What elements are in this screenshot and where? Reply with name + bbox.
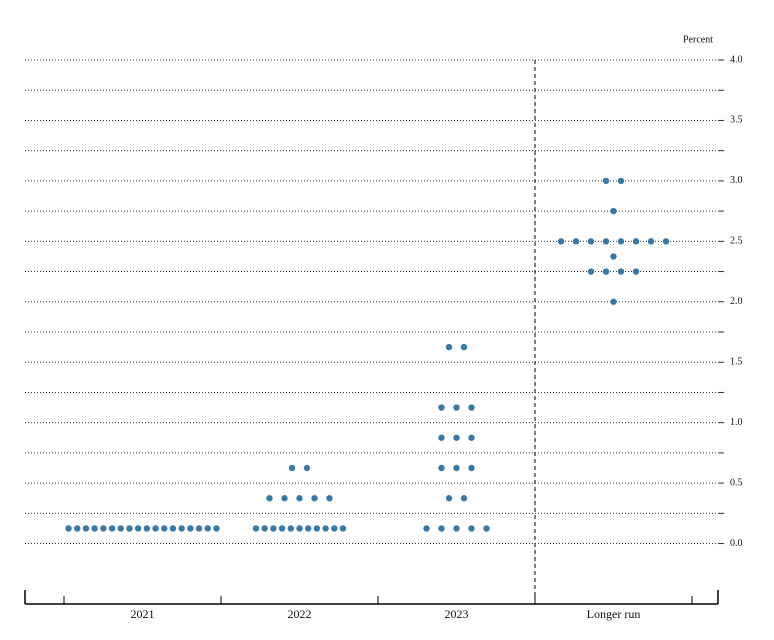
dot bbox=[572, 238, 580, 245]
y-tick-label: 4.0 bbox=[730, 54, 743, 65]
dot bbox=[445, 495, 453, 502]
dot bbox=[617, 268, 625, 275]
dot bbox=[438, 404, 445, 411]
dot bbox=[602, 177, 610, 185]
dot bbox=[453, 464, 460, 472]
dot bbox=[270, 525, 277, 532]
y-tick-label: 1.0 bbox=[730, 417, 743, 428]
dot bbox=[266, 495, 273, 502]
dot bbox=[204, 525, 211, 532]
dot bbox=[313, 525, 321, 532]
dot bbox=[610, 253, 617, 260]
dot bbox=[438, 464, 445, 472]
dot bbox=[82, 525, 90, 532]
dot bbox=[331, 525, 338, 532]
dot bbox=[453, 525, 460, 532]
dot bbox=[65, 525, 72, 532]
x-tick-label: 2023 bbox=[445, 607, 469, 621]
dot bbox=[339, 525, 347, 532]
dot bbox=[617, 238, 625, 245]
dot bbox=[468, 464, 475, 472]
dot bbox=[152, 525, 159, 532]
dot bbox=[305, 525, 312, 532]
dot bbox=[460, 343, 468, 351]
dot bbox=[587, 238, 595, 245]
x-tick-label: 2022 bbox=[288, 607, 312, 621]
dot bbox=[74, 525, 81, 532]
dot bbox=[453, 404, 460, 411]
dot bbox=[108, 525, 116, 532]
dot bbox=[423, 525, 430, 532]
y-tick-label: 1.5 bbox=[730, 357, 743, 368]
dot bbox=[296, 495, 303, 502]
y-tick-label: 0.5 bbox=[730, 477, 743, 488]
dot bbox=[288, 464, 296, 472]
y-tick-label: 2.5 bbox=[730, 236, 743, 247]
dot bbox=[632, 238, 640, 245]
dot bbox=[445, 343, 453, 351]
dot bbox=[195, 525, 203, 532]
x-tick-label: 2021 bbox=[131, 607, 155, 621]
dot bbox=[438, 434, 445, 441]
dot bbox=[100, 525, 107, 532]
y-tick-label: 3.0 bbox=[730, 175, 743, 186]
dot bbox=[453, 434, 460, 441]
dot bbox=[261, 525, 268, 532]
dot bbox=[322, 525, 329, 532]
dot bbox=[617, 177, 625, 185]
x-tick-label: Longer run bbox=[587, 607, 641, 621]
dot bbox=[647, 238, 655, 245]
dot bbox=[602, 238, 610, 245]
dot bbox=[178, 525, 185, 532]
dot bbox=[126, 525, 133, 532]
dot bbox=[303, 464, 311, 472]
dot bbox=[187, 525, 194, 532]
y-tick-label: 2.0 bbox=[730, 296, 743, 307]
dot bbox=[326, 495, 333, 502]
dot bbox=[460, 495, 468, 502]
dot bbox=[91, 525, 98, 532]
y-axis-label: Percent bbox=[683, 34, 713, 45]
dot bbox=[161, 525, 168, 532]
dot bbox=[134, 525, 142, 532]
dot bbox=[438, 525, 445, 532]
dot bbox=[143, 525, 151, 532]
dot bbox=[610, 298, 617, 305]
dot bbox=[252, 525, 260, 532]
dot bbox=[296, 525, 303, 532]
dot bbox=[483, 525, 490, 532]
dot bbox=[468, 434, 475, 441]
y-tick-label: 3.5 bbox=[730, 115, 743, 126]
dot bbox=[468, 525, 475, 532]
dot bbox=[169, 525, 177, 532]
dot bbox=[602, 268, 610, 275]
dot bbox=[278, 525, 286, 532]
dot bbox=[311, 495, 318, 502]
dot bbox=[117, 525, 124, 532]
dot bbox=[662, 238, 670, 245]
dot bbox=[287, 525, 294, 532]
dot bbox=[610, 207, 617, 215]
dot bbox=[557, 238, 565, 245]
dot bbox=[632, 268, 640, 275]
dot bbox=[213, 525, 220, 532]
dot bbox=[468, 404, 475, 411]
dot bbox=[281, 495, 288, 502]
dot bbox=[587, 268, 595, 275]
y-tick-label: 0.0 bbox=[730, 538, 743, 549]
